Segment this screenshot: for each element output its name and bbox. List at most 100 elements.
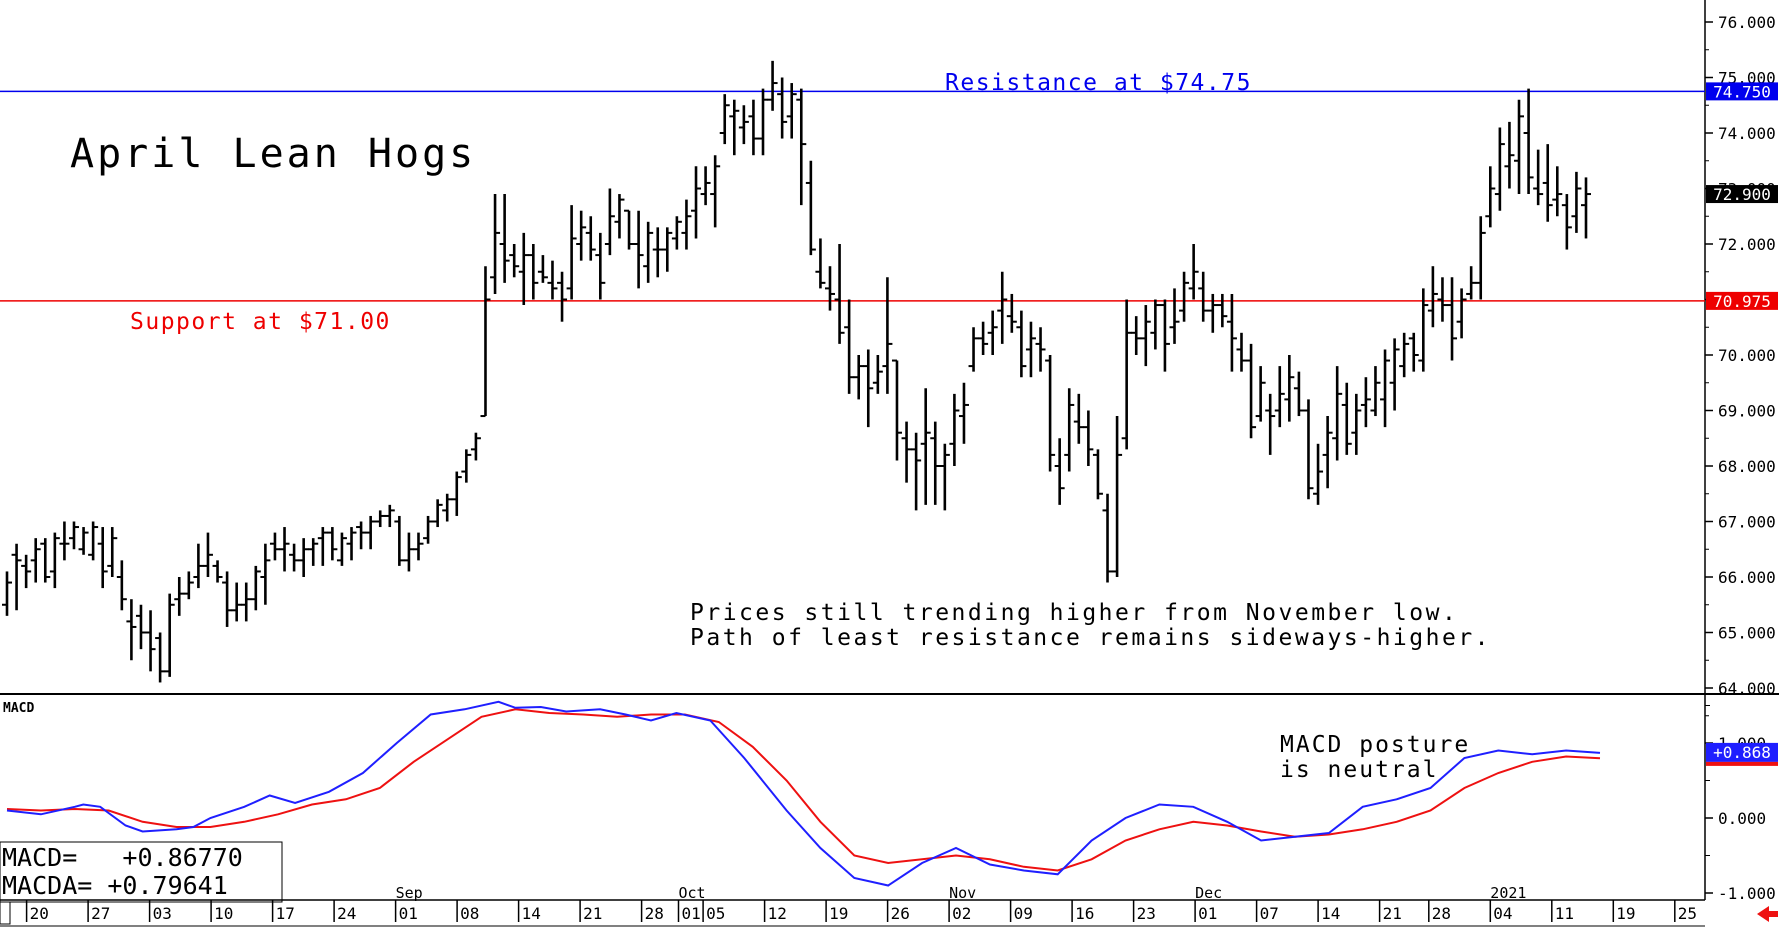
macd-readout-line-1: MACD= +0.86770 (2, 843, 243, 872)
ohlc-bar (1504, 121, 1515, 189)
ohlc-bar (1255, 366, 1266, 422)
ohlc-bar (145, 610, 156, 672)
price-y-tick-label: 69.000 (1718, 402, 1776, 421)
scroll-right-arrow-icon[interactable] (1757, 906, 1778, 922)
ohlc-bar (212, 560, 223, 583)
ohlc-bar (1303, 399, 1314, 500)
ohlc-bar (432, 499, 443, 528)
scroll-left-handle[interactable] (0, 901, 11, 925)
ohlc-bar (1418, 288, 1429, 372)
date-axis: 20 27 03 10 17 24 01 08 14 21 28 01 05 12 19 26 02 09 16 23… (0, 884, 1778, 927)
ohlc-bar (1313, 443, 1324, 505)
ohlc-bar (2, 571, 12, 616)
ohlc-bar (126, 599, 137, 661)
date-tick-label: 14 (1321, 904, 1340, 923)
ohlc-bar (1581, 177, 1591, 239)
ohlc-bar (269, 532, 280, 561)
ohlc-bar (671, 216, 682, 250)
date-tick-label: 17 (276, 904, 295, 923)
macda-tag-box (1706, 761, 1778, 766)
ohlc-bar (1198, 271, 1209, 322)
ohlc-bar (748, 99, 759, 156)
ohlc-bar (1150, 299, 1161, 350)
price-y-tick-label: 72.000 (1718, 235, 1776, 254)
ohlc-bar (202, 532, 213, 577)
macd-tag-box (1706, 742, 1778, 762)
ohlc-bar (241, 582, 252, 622)
ohlc-bar (1217, 293, 1228, 328)
macd-series-line (6, 700, 1601, 887)
ohlc-bar (1121, 299, 1132, 450)
ohlc-bar (652, 227, 663, 278)
date-tick-label: 20 (30, 904, 49, 923)
ohlc-bar (413, 532, 424, 561)
support-label: Support at $71.00 (130, 309, 391, 335)
price-y-tick-label: 70.000 (1718, 346, 1776, 365)
ohlc-bar (710, 155, 721, 228)
ohlc-bar (939, 443, 950, 511)
ohlc-bars (2, 60, 1591, 683)
ohlc-bar (968, 327, 979, 372)
ohlc-bar (1485, 166, 1496, 228)
date-tick-label: 12 (768, 904, 787, 923)
date-tick-label: 08 (460, 904, 479, 923)
ohlc-bar (624, 209, 635, 250)
date-tick-label: 11 (1555, 904, 1574, 923)
ohlc-bar (394, 515, 405, 566)
price-annotation-line-1: Prices still trending higher from Novemb… (690, 600, 1458, 626)
month-label: Nov (949, 884, 976, 902)
date-tick-label: 01 (399, 904, 418, 923)
macd-value-tag: +0.868 (1706, 742, 1778, 766)
ohlc-bar (97, 527, 108, 589)
ohlc-bar (1236, 332, 1247, 372)
ohlc-bar (643, 221, 654, 283)
ohlc-bar (78, 527, 89, 555)
macd-y-tick-label: -1.000 (1718, 884, 1776, 903)
date-tick-label: 02 (952, 904, 971, 923)
price-chart-title: April Lean Hogs (70, 131, 476, 177)
ohlc-bar (116, 560, 127, 611)
ohlc-bar (1351, 393, 1362, 455)
price-annotation-line-2: Path of least resistance remains sideway… (690, 625, 1491, 651)
ohlc-bar (231, 582, 242, 622)
ohlc-bar (537, 255, 548, 283)
price-tags: 74.750 70.975 72.900 (1706, 82, 1778, 311)
date-tick-label: 28 (1432, 904, 1451, 923)
ohlc-bar (604, 188, 615, 256)
ohlc-bar (1112, 416, 1123, 577)
ohlc-bar (796, 88, 807, 206)
ohlc-bar (566, 205, 577, 300)
ohlc-bar (1571, 171, 1582, 233)
ohlc-bar (1016, 310, 1027, 378)
ohlc-bar (930, 421, 941, 505)
ohlc-bar (844, 299, 855, 394)
ohlc-bar (758, 88, 769, 156)
ohlc-bar (336, 532, 347, 566)
date-ticks: 20 27 03 10 17 24 01 08 14 21 28 01 05 12 19 26 02 09 16 23… (25, 884, 1697, 923)
ohlc-bar (461, 449, 472, 483)
ohlc-bar (786, 83, 797, 139)
ohlc-bar (1274, 366, 1285, 428)
support-tag-box (1706, 291, 1778, 310)
support-tag-label: 70.975 (1713, 292, 1771, 311)
ohlc-bar (700, 166, 711, 206)
date-tick-label: 09 (1014, 904, 1033, 923)
ohlc-bar (987, 310, 998, 355)
ohlc-bar (250, 565, 261, 611)
resistance-tag-label: 74.750 (1713, 82, 1771, 101)
ohlc-bar (1188, 244, 1199, 300)
ohlc-bar (1083, 410, 1094, 466)
ohlc-bar (164, 593, 175, 677)
ohlc-bar (557, 271, 568, 322)
ohlc-bar (88, 521, 99, 561)
price-y-tick-label: 74.000 (1718, 124, 1776, 143)
date-tick-label: 10 (214, 904, 233, 923)
date-tick-label: 26 (891, 904, 910, 923)
ohlc-bar (891, 359, 902, 461)
ohlc-bar (107, 527, 118, 577)
date-tick-label: 01 (1198, 904, 1217, 923)
ohlc-bar (1179, 271, 1190, 322)
price-panel: 76.00075.00074.00073.00072.00071.00070.0… (0, 0, 1779, 717)
ohlc-bar (442, 493, 453, 522)
